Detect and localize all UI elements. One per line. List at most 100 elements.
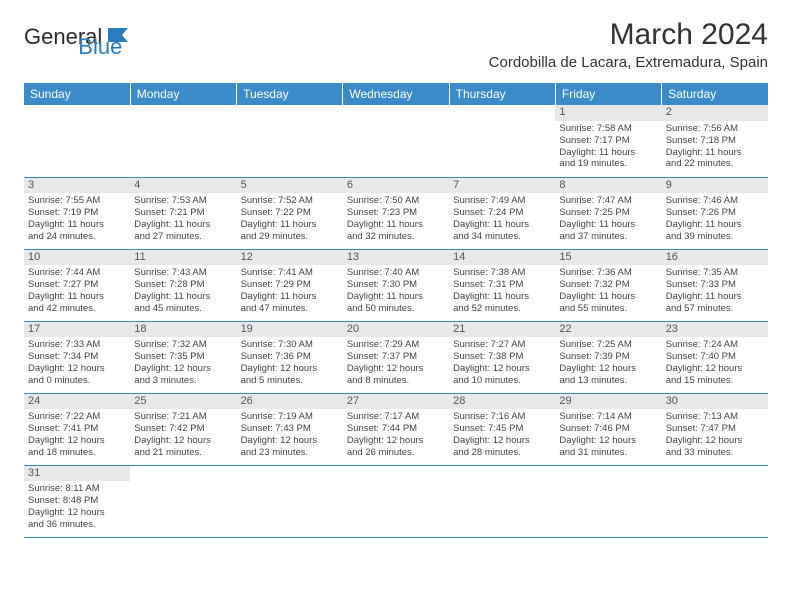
sunrise-text: Sunrise: 7:24 AM <box>666 339 764 351</box>
page-title: March 2024 <box>489 18 768 52</box>
daylight-text: and 28 minutes. <box>453 447 551 459</box>
sunrise-text: Sunrise: 7:14 AM <box>559 411 657 423</box>
sunset-text: Sunset: 7:32 PM <box>559 279 657 291</box>
day-cell: 21Sunrise: 7:27 AMSunset: 7:38 PMDayligh… <box>449 321 555 393</box>
daylight-text: and 10 minutes. <box>453 375 551 387</box>
calendar-body: 1Sunrise: 7:58 AMSunset: 7:17 PMDaylight… <box>24 105 768 537</box>
daylight-text: and 42 minutes. <box>28 303 126 315</box>
sunset-text: Sunset: 7:46 PM <box>559 423 657 435</box>
daylight-text: Daylight: 11 hours <box>28 291 126 303</box>
daylight-text: Daylight: 11 hours <box>559 147 657 159</box>
day-cell: 24Sunrise: 7:22 AMSunset: 7:41 PMDayligh… <box>24 393 130 465</box>
day-cell: 25Sunrise: 7:21 AMSunset: 7:42 PMDayligh… <box>130 393 236 465</box>
daylight-text: and 34 minutes. <box>453 231 551 243</box>
sunset-text: Sunset: 7:30 PM <box>347 279 445 291</box>
day-number: 23 <box>662 322 768 338</box>
day-header: Sunday <box>24 83 130 105</box>
sunrise-text: Sunrise: 7:33 AM <box>28 339 126 351</box>
week-row: 10Sunrise: 7:44 AMSunset: 7:27 PMDayligh… <box>24 249 768 321</box>
day-cell <box>343 465 449 537</box>
daylight-text: Daylight: 11 hours <box>241 291 339 303</box>
sunset-text: Sunset: 7:38 PM <box>453 351 551 363</box>
sunrise-text: Sunrise: 7:16 AM <box>453 411 551 423</box>
day-cell: 10Sunrise: 7:44 AMSunset: 7:27 PMDayligh… <box>24 249 130 321</box>
day-header: Wednesday <box>343 83 449 105</box>
day-cell: 27Sunrise: 7:17 AMSunset: 7:44 PMDayligh… <box>343 393 449 465</box>
day-cell <box>555 465 661 537</box>
daylight-text: and 47 minutes. <box>241 303 339 315</box>
sunrise-text: Sunrise: 7:36 AM <box>559 267 657 279</box>
day-cell: 11Sunrise: 7:43 AMSunset: 7:28 PMDayligh… <box>130 249 236 321</box>
day-number: 8 <box>555 178 661 194</box>
daylight-text: Daylight: 12 hours <box>666 363 764 375</box>
daylight-text: Daylight: 11 hours <box>559 219 657 231</box>
day-cell <box>130 105 236 177</box>
day-cell <box>662 465 768 537</box>
sunset-text: Sunset: 7:25 PM <box>559 207 657 219</box>
daylight-text: and 19 minutes. <box>559 158 657 170</box>
daylight-text: Daylight: 12 hours <box>28 363 126 375</box>
daylight-text: and 37 minutes. <box>559 231 657 243</box>
sunset-text: Sunset: 7:39 PM <box>559 351 657 363</box>
day-cell <box>237 465 343 537</box>
day-cell <box>130 465 236 537</box>
day-number: 11 <box>130 250 236 266</box>
daylight-text: Daylight: 12 hours <box>347 363 445 375</box>
daylight-text: and 13 minutes. <box>559 375 657 387</box>
sunset-text: Sunset: 7:22 PM <box>241 207 339 219</box>
daylight-text: Daylight: 11 hours <box>134 219 232 231</box>
sunrise-text: Sunrise: 7:55 AM <box>28 195 126 207</box>
daylight-text: and 5 minutes. <box>241 375 339 387</box>
day-number: 18 <box>130 322 236 338</box>
sunrise-text: Sunrise: 7:27 AM <box>453 339 551 351</box>
day-cell: 6Sunrise: 7:50 AMSunset: 7:23 PMDaylight… <box>343 177 449 249</box>
day-cell <box>449 105 555 177</box>
sunset-text: Sunset: 7:24 PM <box>453 207 551 219</box>
sunset-text: Sunset: 7:40 PM <box>666 351 764 363</box>
week-row: 24Sunrise: 7:22 AMSunset: 7:41 PMDayligh… <box>24 393 768 465</box>
title-block: March 2024 Cordobilla de Lacara, Extrema… <box>489 18 768 71</box>
day-cell: 29Sunrise: 7:14 AMSunset: 7:46 PMDayligh… <box>555 393 661 465</box>
day-number: 24 <box>24 394 130 410</box>
daylight-text: Daylight: 11 hours <box>28 219 126 231</box>
day-cell: 3Sunrise: 7:55 AMSunset: 7:19 PMDaylight… <box>24 177 130 249</box>
day-cell: 9Sunrise: 7:46 AMSunset: 7:26 PMDaylight… <box>662 177 768 249</box>
sunrise-text: Sunrise: 7:40 AM <box>347 267 445 279</box>
sunrise-text: Sunrise: 7:30 AM <box>241 339 339 351</box>
sunset-text: Sunset: 7:28 PM <box>134 279 232 291</box>
day-number: 20 <box>343 322 449 338</box>
day-cell: 18Sunrise: 7:32 AMSunset: 7:35 PMDayligh… <box>130 321 236 393</box>
daylight-text: and 36 minutes. <box>28 519 126 531</box>
daylight-text: and 33 minutes. <box>666 447 764 459</box>
sunset-text: Sunset: 7:45 PM <box>453 423 551 435</box>
day-header: Monday <box>130 83 236 105</box>
week-row: 1Sunrise: 7:58 AMSunset: 7:17 PMDaylight… <box>24 105 768 177</box>
day-number: 21 <box>449 322 555 338</box>
daylight-text: Daylight: 12 hours <box>241 363 339 375</box>
daylight-text: and 21 minutes. <box>134 447 232 459</box>
sunset-text: Sunset: 7:17 PM <box>559 135 657 147</box>
day-cell: 7Sunrise: 7:49 AMSunset: 7:24 PMDaylight… <box>449 177 555 249</box>
sunrise-text: Sunrise: 7:29 AM <box>347 339 445 351</box>
logo: General Blue <box>24 24 178 50</box>
day-number: 7 <box>449 178 555 194</box>
week-row: 17Sunrise: 7:33 AMSunset: 7:34 PMDayligh… <box>24 321 768 393</box>
day-cell: 14Sunrise: 7:38 AMSunset: 7:31 PMDayligh… <box>449 249 555 321</box>
daylight-text: and 26 minutes. <box>347 447 445 459</box>
header: General Blue March 2024 Cordobilla de La… <box>24 18 768 71</box>
daylight-text: Daylight: 11 hours <box>347 291 445 303</box>
calendar-table: SundayMondayTuesdayWednesdayThursdayFrid… <box>24 83 768 538</box>
daylight-text: Daylight: 11 hours <box>666 219 764 231</box>
day-cell <box>343 105 449 177</box>
daylight-text: Daylight: 12 hours <box>559 363 657 375</box>
daylight-text: Daylight: 12 hours <box>347 435 445 447</box>
day-cell: 1Sunrise: 7:58 AMSunset: 7:17 PMDaylight… <box>555 105 661 177</box>
sunset-text: Sunset: 7:23 PM <box>347 207 445 219</box>
daylight-text: and 22 minutes. <box>666 158 764 170</box>
sunrise-text: Sunrise: 7:52 AM <box>241 195 339 207</box>
sunrise-text: Sunrise: 7:17 AM <box>347 411 445 423</box>
daylight-text: and 55 minutes. <box>559 303 657 315</box>
day-number: 19 <box>237 322 343 338</box>
day-number: 17 <box>24 322 130 338</box>
daylight-text: Daylight: 12 hours <box>28 507 126 519</box>
